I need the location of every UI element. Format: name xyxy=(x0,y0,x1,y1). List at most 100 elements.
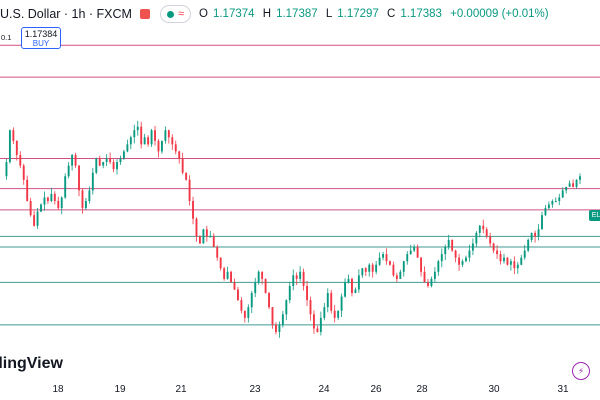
lightning-icon[interactable]: ⚡ xyxy=(572,362,590,380)
candle-body xyxy=(413,247,416,251)
candle-body xyxy=(74,154,77,166)
market-closed-icon[interactable] xyxy=(139,9,150,19)
candle-body xyxy=(112,162,115,170)
candle-body xyxy=(209,236,212,238)
candle-body xyxy=(143,137,146,145)
buy-button[interactable]: 1.17384 BUY xyxy=(21,27,61,49)
candle-body xyxy=(78,165,80,191)
candle-body xyxy=(88,190,91,201)
candle-body xyxy=(136,126,139,131)
candle-body xyxy=(489,236,492,244)
candle-body xyxy=(26,179,29,201)
candle-body xyxy=(15,140,18,155)
time-axis-label: 24 xyxy=(318,384,330,395)
candle-body xyxy=(423,271,426,283)
candle-body xyxy=(437,261,440,272)
candle-body xyxy=(454,250,457,258)
candle-body xyxy=(157,140,160,152)
candle-body xyxy=(154,130,156,141)
candle-body xyxy=(19,154,22,166)
wave-icon: ≈ xyxy=(177,8,185,20)
candle-body xyxy=(95,158,98,173)
candle-body xyxy=(67,165,70,177)
candle-body xyxy=(119,158,122,163)
candle-body xyxy=(57,201,60,209)
candle-body xyxy=(299,271,302,279)
candle-body xyxy=(395,275,398,279)
candle-body xyxy=(313,314,315,329)
candle-body xyxy=(558,197,561,201)
candle-body xyxy=(516,264,519,269)
candle-body xyxy=(264,278,267,294)
candle-body xyxy=(354,289,357,294)
candle-body xyxy=(478,225,481,233)
candle-body xyxy=(212,236,215,248)
candle-body xyxy=(29,201,32,216)
candle-body xyxy=(392,264,395,276)
candle-body xyxy=(223,268,226,279)
candle-body xyxy=(378,257,381,265)
live-dot-icon xyxy=(166,10,174,18)
candle-body xyxy=(91,172,94,191)
candle-body xyxy=(219,257,222,269)
candle-body xyxy=(458,257,461,265)
tradingview-watermark: dingView xyxy=(0,355,63,372)
candle-body xyxy=(60,197,63,209)
candle-body xyxy=(579,176,581,180)
candle-body xyxy=(351,278,353,294)
candle-body xyxy=(509,261,512,265)
candle-body xyxy=(288,285,291,301)
time-axis-label: 31 xyxy=(557,384,569,395)
candle-body xyxy=(527,239,530,251)
candle-body xyxy=(337,310,340,318)
candle-body xyxy=(420,257,423,272)
candle-body xyxy=(475,232,478,244)
candle-body xyxy=(482,225,485,230)
candle-body xyxy=(368,264,371,272)
candle-body xyxy=(503,257,505,262)
candle-body xyxy=(167,130,170,138)
candle-body xyxy=(416,247,419,258)
candle-body xyxy=(433,271,436,279)
candle-body xyxy=(309,300,312,315)
candle-body xyxy=(236,289,239,301)
candle-body xyxy=(198,236,201,244)
candle-body xyxy=(572,183,575,187)
candle-body xyxy=(226,271,229,279)
candle-body xyxy=(530,232,533,240)
candle-body xyxy=(126,144,129,152)
candle-body xyxy=(330,293,333,311)
candle-body xyxy=(440,254,443,262)
candle-body xyxy=(402,261,405,272)
candle-body xyxy=(278,324,281,332)
candle-body xyxy=(192,201,194,219)
low-value: 1.17297 xyxy=(337,8,379,20)
candle-body xyxy=(233,282,236,290)
high-value: 1.17387 xyxy=(276,8,318,20)
candle-body xyxy=(357,275,360,290)
time-axis-label: 28 xyxy=(416,384,428,395)
candle-body xyxy=(340,296,343,311)
candle-body xyxy=(261,271,264,279)
candle-body xyxy=(375,264,378,272)
candle-body xyxy=(444,247,447,255)
candle-body xyxy=(53,193,56,201)
candle-body xyxy=(71,154,74,166)
candle-body xyxy=(202,229,205,244)
candle-body xyxy=(129,137,132,145)
status-pill[interactable]: ≈ xyxy=(159,5,192,23)
candle-body xyxy=(319,317,322,332)
candle-body xyxy=(171,137,174,145)
symbol-title[interactable]: U.S. Dollar · 1h · FXCM xyxy=(0,7,132,21)
candle-body xyxy=(544,208,547,216)
candle-body xyxy=(385,254,388,262)
candle-body xyxy=(250,293,253,308)
candle-body xyxy=(485,229,488,237)
candle-body xyxy=(554,201,557,202)
close-value: 1.17383 xyxy=(400,8,442,20)
candle-body xyxy=(333,310,336,318)
candle-body xyxy=(160,140,163,152)
time-axis-label: 21 xyxy=(175,384,187,395)
candle-body xyxy=(150,130,153,145)
